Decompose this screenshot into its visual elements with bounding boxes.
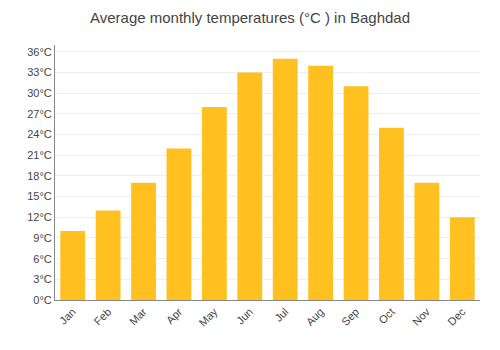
svg-text:Apr: Apr [164,305,185,326]
svg-text:Aug: Aug [304,306,326,328]
svg-text:Dec: Dec [445,305,468,328]
svg-text:6°C: 6°C [33,253,52,265]
svg-text:0°C: 0°C [33,294,52,306]
svg-text:18°C: 18°C [27,170,52,182]
svg-text:Jan: Jan [57,306,78,327]
svg-text:15°C: 15°C [27,190,52,202]
svg-text:Oct: Oct [376,306,397,327]
svg-text:36°C: 36°C [27,46,52,58]
svg-text:21°C: 21°C [27,149,52,161]
svg-text:12°C: 12°C [27,211,52,223]
svg-text:9°C: 9°C [33,232,52,244]
svg-text:24°C: 24°C [27,128,52,140]
svg-text:Jul: Jul [272,306,290,324]
svg-text:27°C: 27°C [27,108,52,120]
svg-text:33°C: 33°C [27,66,52,78]
svg-text:Nov: Nov [410,305,433,328]
svg-text:30°C: 30°C [27,87,52,99]
svg-text:Mar: Mar [127,305,149,327]
svg-text:Feb: Feb [92,306,114,328]
svg-text:Average monthly temperatures (: Average monthly temperatures (°C ) in Ba… [90,9,410,26]
svg-text:Sep: Sep [339,306,361,328]
svg-text:3°C: 3°C [33,273,52,285]
svg-text:Jun: Jun [234,306,255,327]
svg-text:May: May [197,305,221,329]
